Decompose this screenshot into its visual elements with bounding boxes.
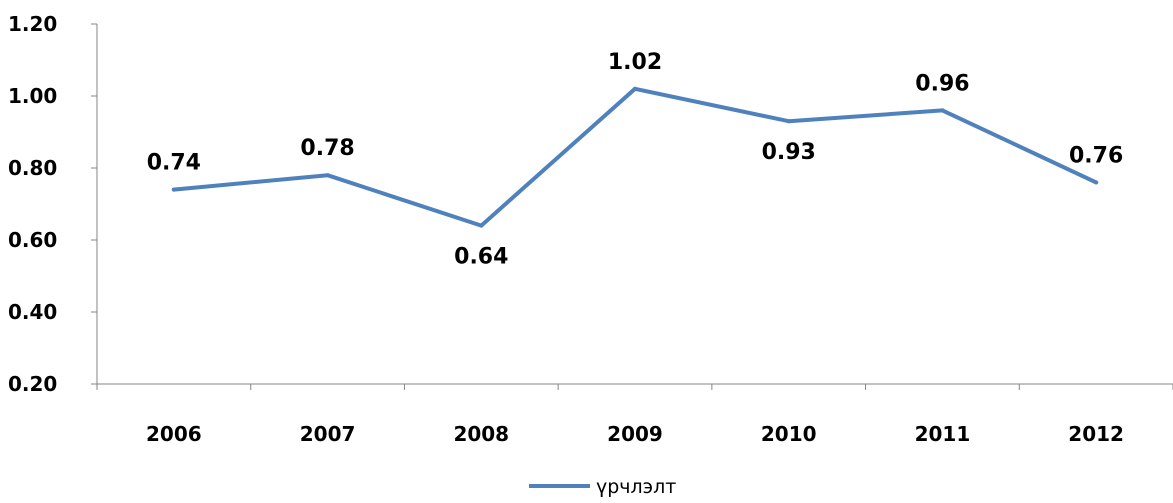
series-layer	[171, 86, 1099, 228]
data-labels: 0.74 0.78 0.64 1.02 0.93 0.96 0.76	[147, 50, 1124, 270]
y-tick-label: 0.20	[8, 372, 57, 396]
legend-label: үрчлэлт	[596, 476, 676, 498]
data-point	[786, 119, 791, 124]
x-tick-label: 2008	[453, 422, 509, 446]
x-tick-label: 2010	[761, 422, 817, 446]
x-tick-label: 2012	[1068, 422, 1124, 446]
x-tick-label: 2007	[300, 422, 356, 446]
data-label: 0.76	[1069, 143, 1123, 168]
x-tick-label: 2006	[146, 422, 202, 446]
y-tick-label: 1.20	[8, 12, 57, 36]
axes: 0.20 0.40 0.60 0.80 1.00 1.20 2006 2007 2008 2009…	[8, 12, 1173, 446]
data-label: 0.96	[915, 71, 969, 96]
data-label: 1.02	[608, 50, 662, 75]
data-point	[940, 108, 945, 113]
data-label: 0.93	[762, 140, 816, 165]
y-tick-label: 1.00	[8, 84, 57, 108]
data-point	[479, 223, 484, 228]
data-point	[325, 173, 330, 178]
y-tick-label: 0.60	[8, 228, 57, 252]
data-point	[1094, 180, 1099, 185]
legend: үрчлэлт	[529, 476, 676, 498]
data-point	[171, 187, 176, 192]
data-label: 0.78	[300, 136, 354, 161]
data-label: 0.74	[147, 151, 201, 176]
data-point	[633, 86, 637, 91]
x-tick-label: 2009	[607, 422, 663, 446]
x-tick-label: 2011	[915, 422, 971, 446]
y-tick-label: 0.80	[8, 156, 57, 180]
data-label: 0.64	[454, 245, 508, 270]
y-tick-label: 0.40	[8, 300, 57, 324]
